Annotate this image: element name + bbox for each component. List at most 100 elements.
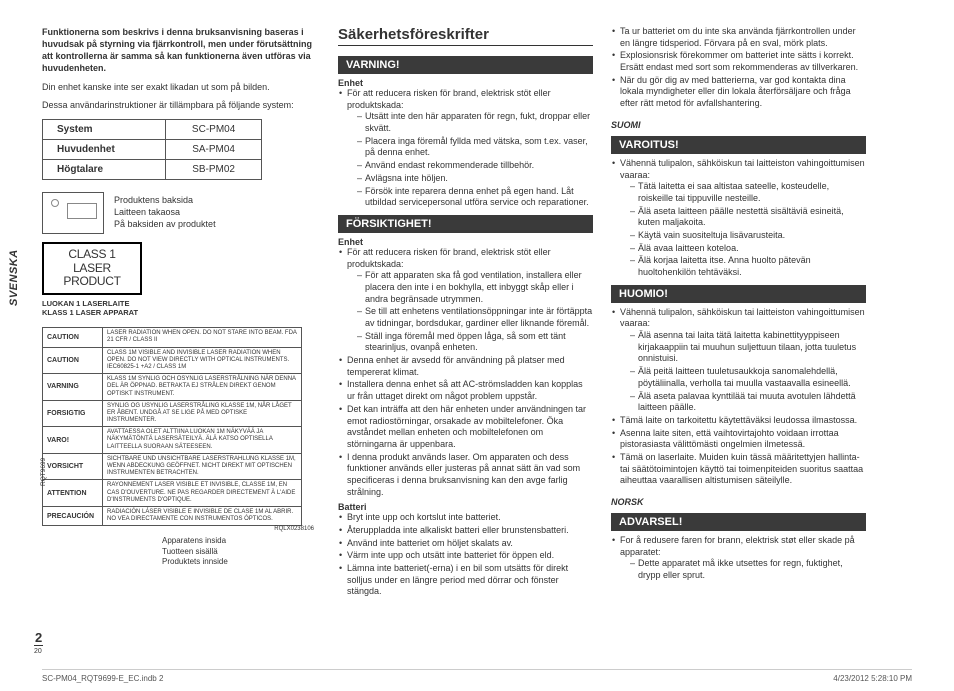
warning-header: VAROITUS! [611,136,866,154]
list-item: Bryt inte upp och kortslut inte batterie… [338,512,593,524]
list-item: Installera denna enhet så att AC-strömsl… [338,379,593,402]
caution-label: VORSICHT [43,453,103,480]
list-item: Älä aseta palavaa kynttilää tai muuta av… [629,391,866,414]
subhead: Batteri [338,502,593,512]
subhead: Enhet [338,237,593,247]
footer-left: SC-PM04_RQT9699-E_EC.indb 2 [42,674,163,683]
list-item: Tämä laite on tarkoitettu käytettäväksi … [611,415,866,427]
table-cell: Högtalare [43,159,166,179]
page-number: 2 20 [34,630,43,655]
text: For å redusere faren for brann, elektris… [620,535,855,557]
list-item: I denna produkt används laser. Om appara… [338,452,593,499]
intro-line-2: Dessa användarinstruktioner är tillämpba… [42,99,320,111]
list-item: Denna enhet är avsedd för användning på … [338,355,593,378]
list-item: Älä peitä laitteen tuuletusaukkoja sanom… [629,366,866,389]
list-item: Älä asenna tai laita tätä laitetta kabin… [629,330,866,365]
list-item: Älä avaa laitteen koteloa. [629,243,866,255]
label: CLASS 1 [48,248,136,262]
list-item: Försök inte reparera denna enhet på egen… [356,186,593,209]
caution-label: VARO! [43,427,103,454]
text: Vähennä tulipalon, sähköiskun tai laitte… [620,307,865,329]
list-item: Ställ inga föremål med öppen låga, så so… [356,331,593,354]
table-cell: SC-PM04 [166,119,262,139]
list-item: Tämä on laserlaite. Muiden kuin tässä mä… [611,452,866,487]
list-item: Ta ur batteriet om du inte ska använda f… [611,26,866,49]
list-item: När du gör dig av med batterierna, var g… [611,75,866,110]
product-back-labels: Produktens baksida Laitteen takaosa På b… [114,195,216,230]
list-item: Käytä vain suositeltuja lisävarusteita. [629,230,866,242]
label: LUOKAN 1 LASERLAITE [42,299,320,308]
caution-text: AVATTAESSA OLET ALTTIINA LUOKAN 1M NÄKYV… [103,427,302,454]
section-title: Säkerhetsföreskrifter [338,26,593,46]
list-item: Placera inga föremål fyllda med vätska, … [356,136,593,159]
list-item: För att reducera risken för brand, elekt… [338,88,593,209]
list-item: Värm inte upp och utsätt inte batteriet … [338,550,593,562]
label: På baksiden av produktet [114,219,216,231]
device-back-icon [42,192,104,234]
caution-label-table: CAUTIONLASER RADIATION WHEN OPEN. DO NOT… [42,327,302,526]
table-cell: SA-PM04 [166,139,262,159]
caution-code: RQLX0238106 [42,526,320,532]
lang-subhead: NORSK [611,497,866,507]
warning-header: VARNING! [338,56,593,74]
list-item: Vähennä tulipalon, sähköiskun tai laitte… [611,307,866,414]
table-cell: Huvudenhet [43,139,166,159]
text: Vähennä tulipalon, sähköiskun tai laitte… [620,158,865,180]
table-cell: System [43,119,166,139]
caution-label: CAUTION [43,328,103,347]
label: LASER PRODUCT [48,262,136,290]
list-item: Se till att enhetens ventilationsöppning… [356,306,593,329]
list-item: Det kan inträffa att den här enheten und… [338,404,593,451]
intro-line-1: Din enhet kanske inte ser exakt likadan … [42,81,320,93]
list-item: Explosionsrisk förekommer om batteriet i… [611,50,866,73]
list-item: Dette apparatet må ikke utsettes for reg… [629,558,866,581]
caution-label: ATTENTION [43,480,103,507]
inside-label: Tuotteen sisällä [162,547,280,557]
text: För att reducera risken för brand, elekt… [347,247,551,269]
inside-label: Produktets innside [162,557,280,567]
list-item: Använd inte batteriet om höljet skalats … [338,538,593,550]
system-table: SystemSC-PM04 HuvudenhetSA-PM04 Högtalar… [42,119,262,180]
caution-label: VARNING [43,374,103,401]
list-item: För att reducera risken för brand, elekt… [338,247,593,354]
label: Produktens baksida [114,195,216,207]
list-item: Återuppladda inte alkaliskt batteri elle… [338,525,593,537]
caution-label: FORSIGTIG [43,400,103,427]
inside-label: Apparatens insida [162,536,280,546]
label: KLASS 1 LASER APPARAT [42,308,320,317]
footer-right: 4/23/2012 5:28:10 PM [833,674,912,683]
list-item: Tätä laitetta ei saa altistaa sateelle, … [629,181,866,204]
page-big: 2 [34,630,43,646]
caution-label: CAUTION [43,347,103,374]
page-small: 20 [34,648,42,655]
caution-text: KLASS 1M SYNLIG OCH OSYNLIG LASERSTRÅLNI… [103,374,302,401]
caution-text: SYNLIG OG USYNLIG LASERSTRÅLING KLASSE 1… [103,400,302,427]
subhead: Enhet [338,78,593,88]
text: För att reducera risken för brand, elekt… [347,88,551,110]
warning-header: ADVARSEL! [611,513,866,531]
laser-subtitle: LUOKAN 1 LASERLAITE KLASS 1 LASER APPARA… [42,299,320,317]
list-item: Använd endast rekommenderade tillbehör. [356,160,593,172]
list-item: Lämna inte batteriet(-erna) i en bil som… [338,563,593,598]
label: Laitteen takaosa [114,207,216,219]
caution-header: HUOMIO! [611,285,866,303]
list-item: Älä aseta laitteen päälle nestettä sisäl… [629,206,866,229]
list-item: Vähennä tulipalon, sähköiskun tai laitte… [611,158,866,279]
doc-code-vertical: RQT9699 [40,458,48,486]
caution-text: RADIACIÓN LÁSER VISIBLE E INVISIBLE DE C… [103,506,302,525]
list-item: For å redusere faren for brann, elektris… [611,535,866,582]
caution-text: SICHTBARE UND UNSICHTBARE LASERSTRAHLUNG… [103,453,302,480]
laser-class-badge: CLASS 1 LASER PRODUCT [42,242,142,295]
list-item: Utsätt inte den här apparaten för regn, … [356,111,593,134]
caution-text: RAYONNEMENT LASER VISIBLE ET INVISIBLE, … [103,480,302,507]
list-item: Älä korjaa laitetta itse. Anna huolto pä… [629,255,866,278]
caution-text: LASER RADIATION WHEN OPEN. DO NOT STARE … [103,328,302,347]
list-item: Avlägsna inte höljen. [356,173,593,185]
language-tab: SVENSKA [8,249,20,306]
caution-text: CLASS 1M VISIBLE AND INVISIBLE LASER RAD… [103,347,302,374]
caution-header: FÖRSIKTIGHET! [338,215,593,233]
caution-label: PRECAUCIÓN [43,506,103,525]
table-cell: SB-PM02 [166,159,262,179]
lang-subhead: SUOMI [611,120,866,130]
intro-bold: Funktionerna som beskrivs i denna bruksa… [42,26,320,75]
